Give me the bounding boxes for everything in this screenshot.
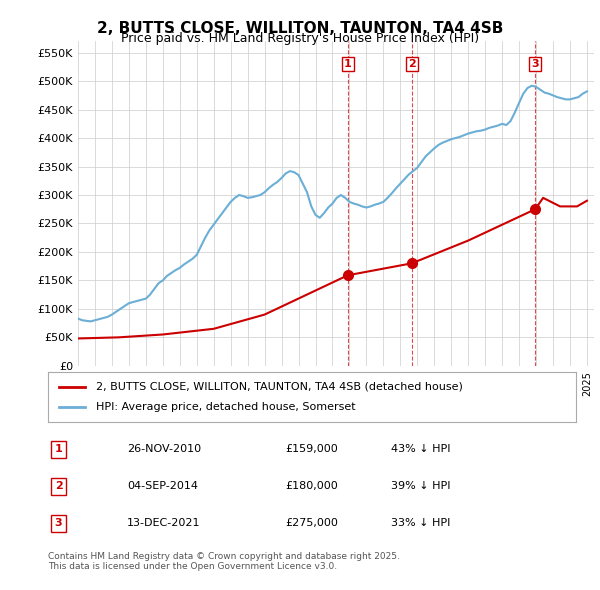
Text: HPI: Average price, detached house, Somerset: HPI: Average price, detached house, Some…	[95, 402, 355, 412]
Text: 13-DEC-2021: 13-DEC-2021	[127, 519, 200, 529]
Text: 39% ↓ HPI: 39% ↓ HPI	[391, 481, 451, 491]
Text: 2: 2	[408, 59, 416, 69]
Text: 33% ↓ HPI: 33% ↓ HPI	[391, 519, 451, 529]
Text: 26-NOV-2010: 26-NOV-2010	[127, 444, 202, 454]
Text: £159,000: £159,000	[286, 444, 338, 454]
Text: Contains HM Land Registry data © Crown copyright and database right 2025.
This d: Contains HM Land Registry data © Crown c…	[48, 552, 400, 571]
Text: 1: 1	[55, 444, 62, 454]
Text: 3: 3	[55, 519, 62, 529]
Text: 2, BUTTS CLOSE, WILLITON, TAUNTON, TA4 4SB (detached house): 2, BUTTS CLOSE, WILLITON, TAUNTON, TA4 4…	[95, 382, 463, 392]
Text: £180,000: £180,000	[286, 481, 338, 491]
Text: 43% ↓ HPI: 43% ↓ HPI	[391, 444, 451, 454]
Text: 1: 1	[344, 59, 352, 69]
Text: 2: 2	[55, 481, 62, 491]
Text: Price paid vs. HM Land Registry's House Price Index (HPI): Price paid vs. HM Land Registry's House …	[121, 32, 479, 45]
Text: 04-SEP-2014: 04-SEP-2014	[127, 481, 198, 491]
Text: 2, BUTTS CLOSE, WILLITON, TAUNTON, TA4 4SB: 2, BUTTS CLOSE, WILLITON, TAUNTON, TA4 4…	[97, 21, 503, 35]
Text: £275,000: £275,000	[286, 519, 338, 529]
Text: 3: 3	[532, 59, 539, 69]
